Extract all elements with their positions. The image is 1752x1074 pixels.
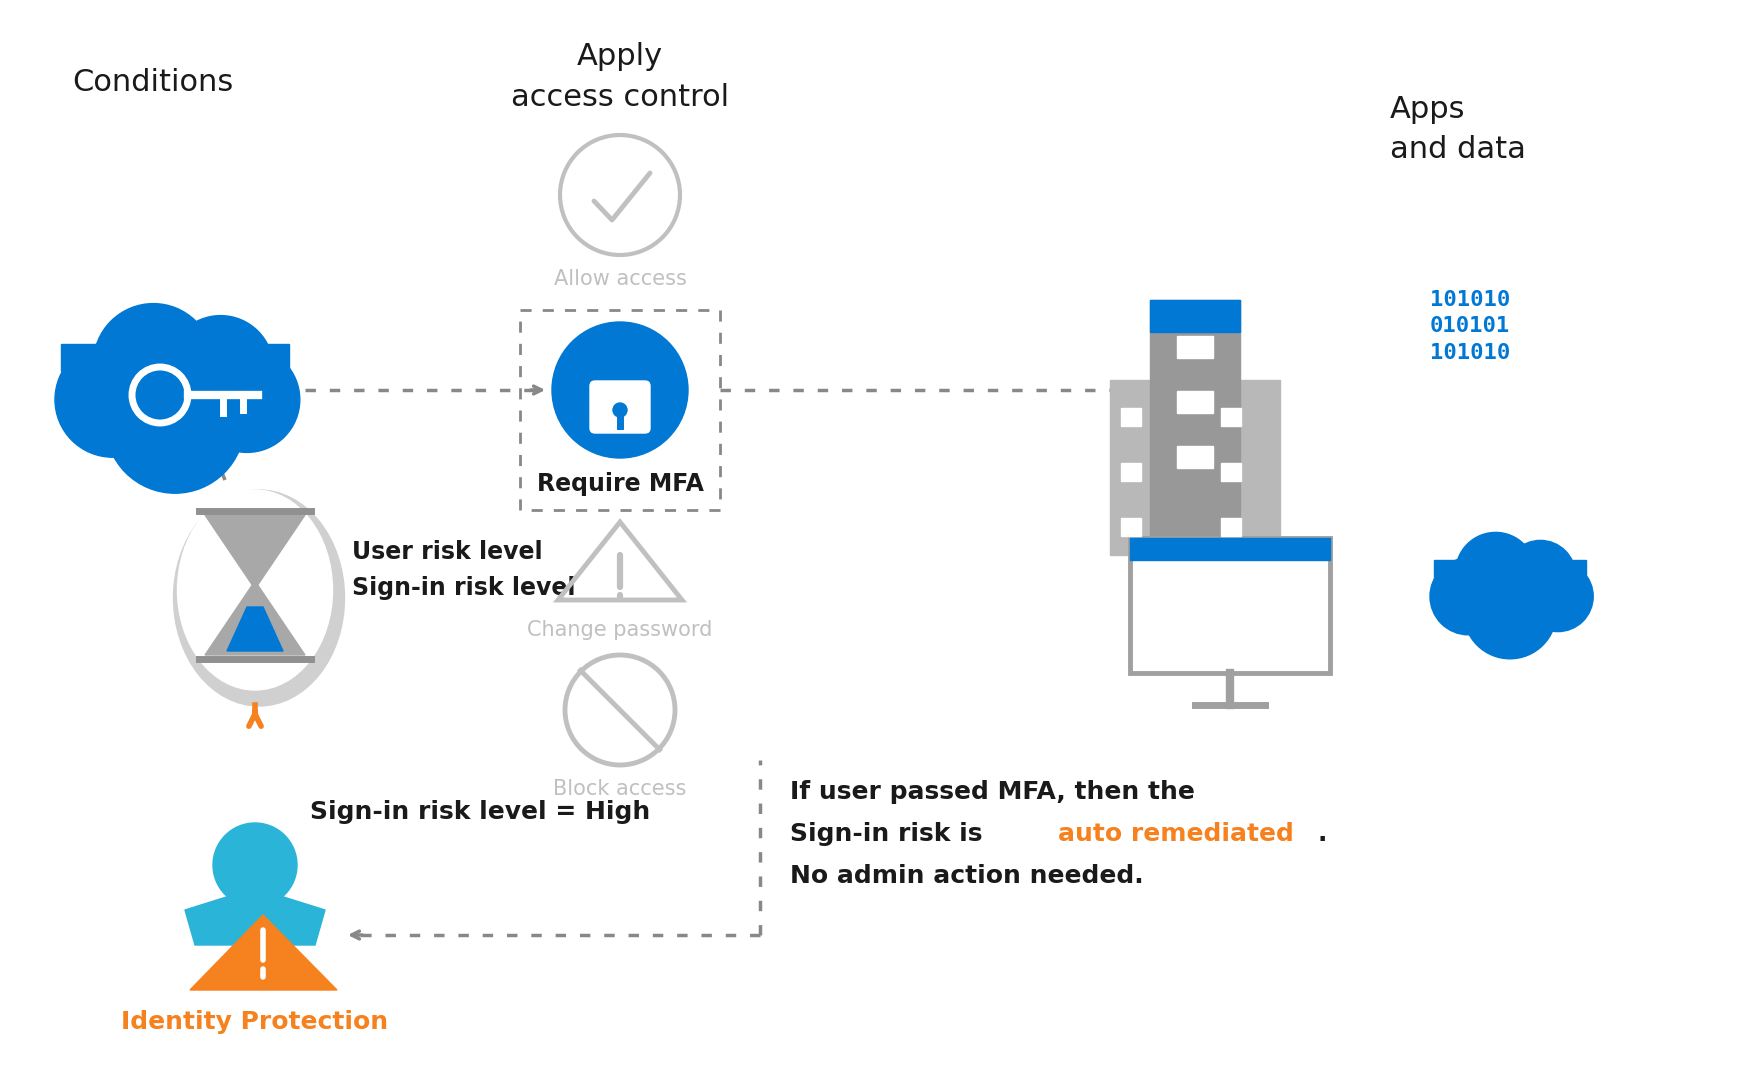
Circle shape xyxy=(105,354,245,493)
FancyBboxPatch shape xyxy=(590,381,650,433)
Circle shape xyxy=(93,304,214,423)
Circle shape xyxy=(194,347,300,452)
Text: Allow access: Allow access xyxy=(554,268,687,289)
Text: Apps
and data: Apps and data xyxy=(1389,95,1526,164)
Text: Conditions: Conditions xyxy=(72,68,233,97)
Text: Apply
access control: Apply access control xyxy=(512,42,729,112)
FancyBboxPatch shape xyxy=(1221,408,1240,426)
Text: Identity Protection: Identity Protection xyxy=(121,1010,389,1034)
Text: Require MFA: Require MFA xyxy=(536,471,704,496)
Circle shape xyxy=(1430,558,1507,635)
Circle shape xyxy=(1505,540,1575,611)
Polygon shape xyxy=(228,607,284,651)
Polygon shape xyxy=(189,915,336,990)
FancyBboxPatch shape xyxy=(1121,463,1141,481)
Polygon shape xyxy=(186,888,326,945)
Circle shape xyxy=(1456,533,1535,612)
Text: User risk level
Sign-in risk level: User risk level Sign-in risk level xyxy=(352,540,575,599)
Polygon shape xyxy=(205,516,305,589)
Circle shape xyxy=(54,342,170,458)
Circle shape xyxy=(1522,562,1593,632)
Text: .: . xyxy=(1318,822,1328,846)
FancyBboxPatch shape xyxy=(1149,300,1240,575)
FancyBboxPatch shape xyxy=(1221,463,1240,481)
FancyBboxPatch shape xyxy=(1177,391,1212,413)
FancyBboxPatch shape xyxy=(1177,336,1212,358)
Circle shape xyxy=(168,316,273,421)
FancyBboxPatch shape xyxy=(1121,518,1141,536)
Text: Block access: Block access xyxy=(554,779,687,799)
FancyBboxPatch shape xyxy=(61,345,289,371)
Circle shape xyxy=(613,403,627,417)
FancyBboxPatch shape xyxy=(1149,300,1240,332)
Text: Sign-in risk is: Sign-in risk is xyxy=(790,822,992,846)
Ellipse shape xyxy=(173,490,345,706)
FancyBboxPatch shape xyxy=(1130,538,1330,673)
Text: auto remediated: auto remediated xyxy=(1058,822,1295,846)
Circle shape xyxy=(1463,566,1556,658)
Text: No admin action needed.: No admin action needed. xyxy=(790,863,1144,888)
FancyBboxPatch shape xyxy=(1130,538,1330,560)
Ellipse shape xyxy=(177,490,333,690)
FancyBboxPatch shape xyxy=(1221,518,1240,536)
Text: 101010
010101
101010: 101010 010101 101010 xyxy=(1430,290,1510,363)
FancyBboxPatch shape xyxy=(1121,408,1141,426)
Text: Sign-in risk level = High: Sign-in risk level = High xyxy=(310,800,650,824)
Polygon shape xyxy=(205,581,305,655)
FancyBboxPatch shape xyxy=(1177,446,1212,468)
FancyBboxPatch shape xyxy=(1433,560,1586,577)
Circle shape xyxy=(214,823,298,908)
Circle shape xyxy=(552,322,689,458)
FancyBboxPatch shape xyxy=(1111,380,1281,555)
Text: If user passed MFA, then the: If user passed MFA, then the xyxy=(790,780,1195,804)
Text: Change password: Change password xyxy=(527,620,713,640)
